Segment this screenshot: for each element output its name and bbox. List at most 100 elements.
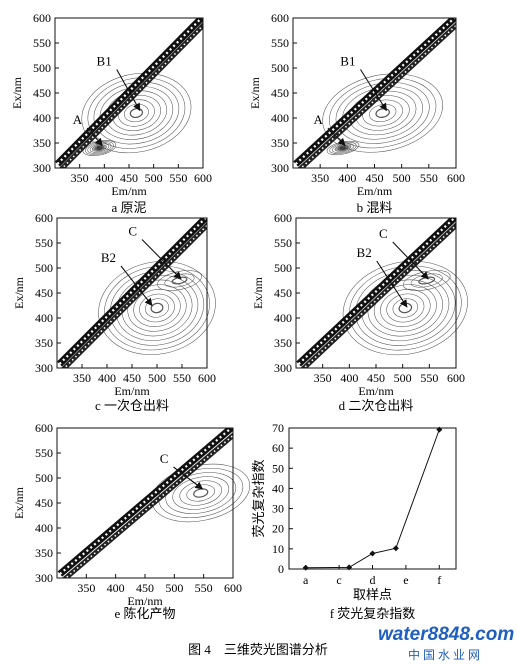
y-tick-label: 300	[35, 571, 53, 585]
y-tick-label: 600	[271, 11, 289, 25]
annotation-arrow-C	[141, 239, 182, 280]
x-tick-label: 600	[198, 371, 216, 385]
x-tick-label: 400	[340, 371, 358, 385]
x-axis-label: Em/nm	[114, 384, 150, 398]
contour-B2-3	[386, 293, 425, 323]
annotation-label-A: A	[313, 112, 323, 127]
scatter-band-second-order-hatch	[64, 434, 233, 578]
x-tick-label: 600	[447, 371, 465, 385]
y-tick-label: 300	[271, 161, 289, 175]
contour-B1-8	[87, 77, 186, 149]
contour-B2-5	[373, 284, 437, 332]
annotation-label-C: C	[379, 226, 388, 241]
x-tick-label: 400	[98, 371, 116, 385]
y-tick-label: 400	[33, 111, 51, 125]
scatter-bands	[293, 18, 456, 168]
contour-A-3	[92, 144, 107, 152]
scatter-band-first-order-hatch	[56, 18, 203, 165]
contour-B2-6	[121, 279, 193, 337]
annotation-label-C: C	[128, 224, 137, 239]
panel-label: a 原泥	[111, 200, 146, 215]
contour-B1-1	[375, 108, 390, 118]
y-tick-label: 450	[33, 86, 51, 100]
x-tick-label: 550	[173, 371, 191, 385]
scatter-band-first-order-hatch	[59, 428, 233, 575]
panel-f: 0 10 20 30 40 50 60 70 a c d e f 取样点 荧光复杂指数 f 荧光复杂指数	[251, 421, 457, 621]
scatter-bands	[55, 18, 203, 168]
annotation-arrow-B2	[376, 260, 408, 308]
y-tick-label: 500	[33, 61, 51, 75]
x-tick-label: 550	[420, 371, 438, 385]
annotation-arrow-A	[86, 127, 103, 147]
y-tick-label: 550	[35, 236, 53, 250]
y-axis-label: Ex/nm	[251, 276, 265, 309]
scatter-band-first-order-hatch	[297, 218, 456, 365]
scatter-band-first-order-hatch	[58, 218, 207, 365]
x-tick-label: 550	[169, 171, 187, 185]
x-tick-label: 450	[366, 171, 384, 185]
data-point-f	[436, 426, 443, 433]
annotation-label-A: A	[73, 112, 83, 127]
contour-C-3	[179, 480, 223, 506]
y-tick-label: 20	[272, 522, 284, 536]
annotation-arrow-A	[327, 127, 346, 147]
y-tick-label: 30	[272, 502, 284, 516]
x-tick-label: 450	[123, 371, 141, 385]
figure-caption: 图 4 三维荧光图谱分析	[188, 642, 328, 657]
watermark-text: water8848.com	[378, 624, 514, 645]
x-tick-label: d	[370, 573, 376, 587]
x-tick-label: 450	[367, 371, 385, 385]
y-axis-label: Ex/nm	[12, 486, 26, 519]
y-axis-label: 荧光复杂指数	[251, 459, 266, 537]
y-tick-label: 450	[35, 496, 53, 510]
contour-B1-9	[322, 73, 443, 153]
data-point-e	[392, 545, 399, 552]
contour-C-2	[410, 273, 443, 288]
y-tick-label: 600	[35, 421, 53, 435]
y-tick-label: 350	[33, 136, 51, 150]
x-axis-label: Em/nm	[127, 594, 163, 608]
y-tick-label: 400	[271, 111, 289, 125]
y-tick-label: 550	[35, 446, 53, 460]
x-tick-label: f	[437, 573, 441, 587]
panel-label: e 陈化产物	[114, 606, 175, 621]
x-tick-label: 450	[120, 171, 138, 185]
x-tick-label: e	[403, 573, 408, 587]
annotation-arrow-B2	[120, 265, 153, 307]
series-line	[305, 429, 440, 569]
x-tick-label: 500	[148, 371, 166, 385]
contour-B2-3	[139, 293, 175, 323]
annotation-label-B2: B2	[101, 250, 116, 265]
x-tick-label: a	[303, 573, 309, 587]
y-tick-label: 450	[274, 286, 292, 300]
contour-B2-5	[127, 284, 187, 332]
panel-e: 350 400 450 500 550 600 300 350 400 450 500 550 600 E…	[12, 421, 251, 621]
contour-B1-8	[329, 77, 437, 149]
contour-B2-4	[133, 289, 181, 327]
x-tick-label: 500	[394, 371, 412, 385]
annotation-label-B1: B1	[97, 54, 112, 69]
x-tick-label: 350	[73, 371, 91, 385]
contour-B2-6	[367, 279, 443, 337]
y-tick-label: 300	[274, 361, 292, 375]
y-tick-label: 0	[278, 562, 284, 576]
x-axis-label: 取样点	[353, 587, 392, 602]
data-point-c	[346, 564, 353, 571]
contour-B2-1	[150, 302, 164, 314]
contour-B1-1	[129, 107, 144, 119]
y-tick-label: 350	[35, 336, 53, 350]
y-axis-label: Ex/nm	[248, 76, 262, 109]
x-tick-label: 400	[107, 581, 125, 595]
y-tick-label: 600	[33, 11, 51, 25]
x-tick-label: 350	[71, 171, 89, 185]
scatter-band-first-order	[293, 18, 456, 167]
panel-label: d 二次仓出料	[339, 398, 414, 413]
x-tick-label: 600	[224, 581, 242, 595]
watermark: water8848.com 中 国 水 业 网	[378, 624, 514, 662]
scatter-bands	[57, 428, 233, 578]
y-tick-label: 550	[274, 236, 292, 250]
x-axis-label: Em/nm	[357, 184, 393, 198]
panel-c: 350 400 450 500 550 600 300 350 400 450 500 550 600 E…	[12, 211, 216, 413]
y-tick-label: 450	[271, 86, 289, 100]
x-axis-label: Em/nm	[358, 384, 394, 398]
